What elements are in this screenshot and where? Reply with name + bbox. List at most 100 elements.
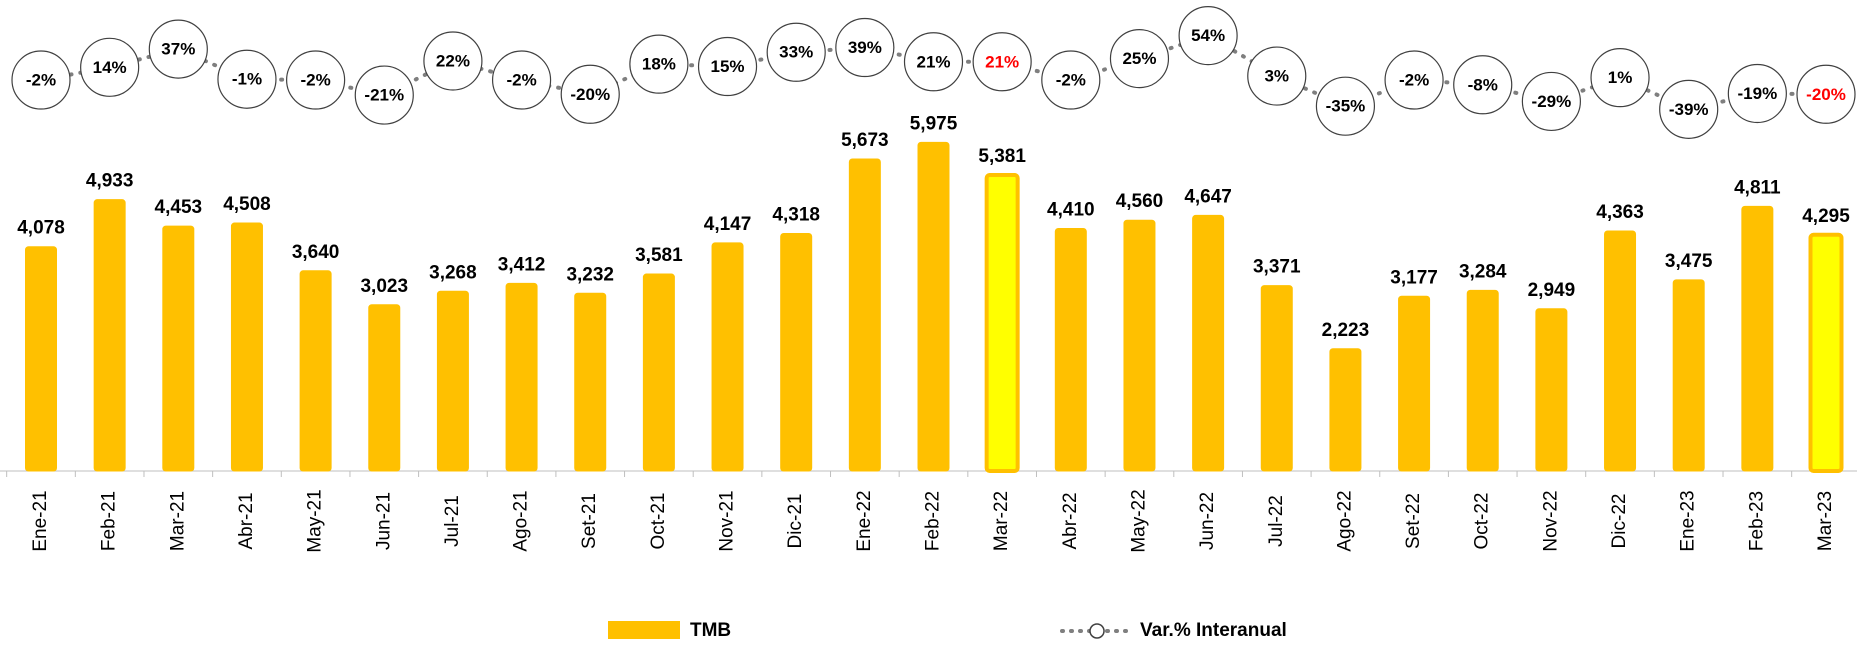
marker	[286, 50, 346, 110]
data-label: -8%	[1468, 75, 1498, 94]
x-tick-label: Ene-22	[854, 490, 875, 551]
bar	[1054, 227, 1087, 472]
x-tick-label: Ago-21	[511, 490, 532, 551]
data-label: -19%	[1738, 84, 1778, 103]
bar	[1398, 295, 1431, 472]
bar	[1260, 285, 1293, 472]
marker	[560, 64, 620, 124]
data-label: -35%	[1326, 97, 1366, 116]
x-tick-label: Jun-22	[1197, 492, 1218, 550]
data-label: 3,284	[1459, 261, 1507, 282]
data-label: -2%	[506, 70, 536, 89]
data-label: 4,933	[86, 171, 134, 192]
data-label: 3%	[1264, 67, 1289, 86]
data-label: 14%	[93, 58, 127, 77]
x-tick-label: Nov-21	[717, 490, 738, 551]
marker	[1384, 50, 1444, 110]
bar	[1192, 214, 1225, 472]
legend-swatch-marker	[1089, 623, 1105, 639]
data-label: 15%	[711, 57, 745, 76]
data-label: -2%	[1056, 70, 1086, 89]
legend-swatch-bar	[608, 621, 680, 639]
bar	[299, 270, 332, 472]
x-tick-label: Feb-23	[1746, 491, 1767, 551]
bar	[230, 222, 263, 472]
bar	[368, 304, 401, 472]
data-label: 1%	[1608, 68, 1633, 87]
data-label: 2,223	[1322, 320, 1370, 341]
data-label: 3,023	[360, 276, 408, 297]
data-label: 4,508	[223, 194, 271, 215]
marker	[903, 32, 964, 92]
data-label: -1%	[232, 70, 262, 89]
data-label: 5,673	[841, 130, 889, 151]
x-tick-label: Feb-21	[99, 491, 120, 551]
x-tick-label: Set-21	[579, 493, 600, 549]
bar	[1123, 219, 1156, 472]
data-label: -21%	[364, 86, 404, 105]
bar	[1808, 232, 1844, 473]
bar	[1741, 205, 1774, 472]
data-label: -39%	[1669, 100, 1709, 119]
data-label: 22%	[436, 51, 470, 70]
x-tick-label: Feb-22	[923, 491, 944, 551]
data-label: 33%	[779, 43, 813, 62]
marker	[972, 32, 1032, 92]
marker	[1521, 71, 1581, 132]
data-label: 4,147	[704, 214, 752, 235]
bar	[574, 292, 607, 472]
marker	[835, 17, 895, 78]
data-label: 4,363	[1596, 202, 1644, 223]
data-label: 4,295	[1802, 206, 1850, 227]
marker	[354, 65, 414, 125]
data-label: 54%	[1191, 26, 1225, 45]
x-tick-label: Oct-22	[1472, 492, 1493, 549]
bar	[1672, 279, 1705, 472]
marker	[629, 34, 689, 94]
marker	[1727, 63, 1787, 124]
data-label: 21%	[916, 52, 950, 71]
x-tick-label: Dic-21	[785, 494, 806, 549]
x-tick-label: Ene-23	[1678, 490, 1699, 551]
marker	[1041, 50, 1101, 110]
legend-label: TMB	[690, 620, 731, 641]
marker	[11, 50, 71, 110]
marker	[1109, 29, 1170, 89]
data-label: 18%	[642, 55, 676, 74]
data-label: 37%	[161, 40, 195, 59]
bar	[984, 173, 1020, 473]
data-label: 39%	[848, 38, 882, 57]
data-label: 4,453	[155, 197, 203, 218]
x-tick-label: Jun-21	[373, 492, 394, 550]
marker	[1315, 76, 1376, 136]
x-tick-label: Mar-21	[167, 491, 188, 551]
bar	[505, 282, 538, 472]
data-label: 3,640	[292, 242, 340, 263]
data-label: 4,318	[772, 205, 820, 226]
data-label: 4,410	[1047, 199, 1095, 220]
bar	[917, 141, 950, 472]
marker	[217, 49, 277, 109]
bar	[642, 273, 675, 472]
x-tick-label: Jul-21	[442, 495, 463, 547]
bar	[1604, 230, 1637, 472]
bar	[780, 233, 813, 472]
marker	[766, 22, 826, 82]
x-tick-label: Abr-22	[1060, 492, 1081, 549]
data-label: 4,078	[17, 218, 65, 239]
data-label: 5,975	[910, 113, 958, 134]
bar	[1329, 348, 1362, 472]
marker	[148, 19, 208, 79]
data-label: 4,811	[1734, 177, 1781, 198]
marker	[1247, 46, 1307, 106]
data-label: 4,560	[1116, 191, 1164, 212]
data-label: 3,371	[1253, 257, 1301, 278]
data-label: 3,232	[566, 264, 614, 285]
marker	[80, 37, 140, 97]
marker	[1659, 79, 1719, 139]
x-tick-label: May-21	[305, 489, 326, 552]
x-tick-label: Mar-22	[991, 491, 1012, 551]
data-label: 2,949	[1528, 280, 1576, 301]
marker	[491, 50, 552, 110]
